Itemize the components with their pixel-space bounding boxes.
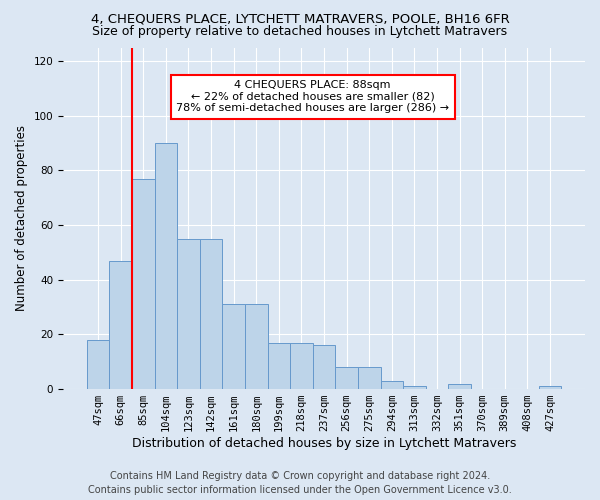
Bar [335,367,358,389]
Y-axis label: Number of detached properties: Number of detached properties [15,126,28,312]
Bar [448,384,471,389]
Text: Size of property relative to detached houses in Lytchett Matravers: Size of property relative to detached ho… [92,25,508,38]
Bar [223,304,245,389]
Bar [177,239,200,389]
Bar [155,143,177,389]
Bar [132,178,155,389]
Bar [268,342,290,389]
Bar [380,381,403,389]
Bar [200,239,223,389]
Text: 4 CHEQUERS PLACE: 88sqm
← 22% of detached houses are smaller (82)
78% of semi-de: 4 CHEQUERS PLACE: 88sqm ← 22% of detache… [176,80,449,114]
Bar [358,367,380,389]
Text: 4, CHEQUERS PLACE, LYTCHETT MATRAVERS, POOLE, BH16 6FR: 4, CHEQUERS PLACE, LYTCHETT MATRAVERS, P… [91,12,509,26]
Bar [290,342,313,389]
Bar [245,304,268,389]
X-axis label: Distribution of detached houses by size in Lytchett Matravers: Distribution of detached houses by size … [132,437,516,450]
Bar [87,340,109,389]
Text: Contains HM Land Registry data © Crown copyright and database right 2024.
Contai: Contains HM Land Registry data © Crown c… [88,471,512,495]
Bar [109,260,132,389]
Bar [403,386,425,389]
Bar [313,346,335,389]
Bar [539,386,561,389]
